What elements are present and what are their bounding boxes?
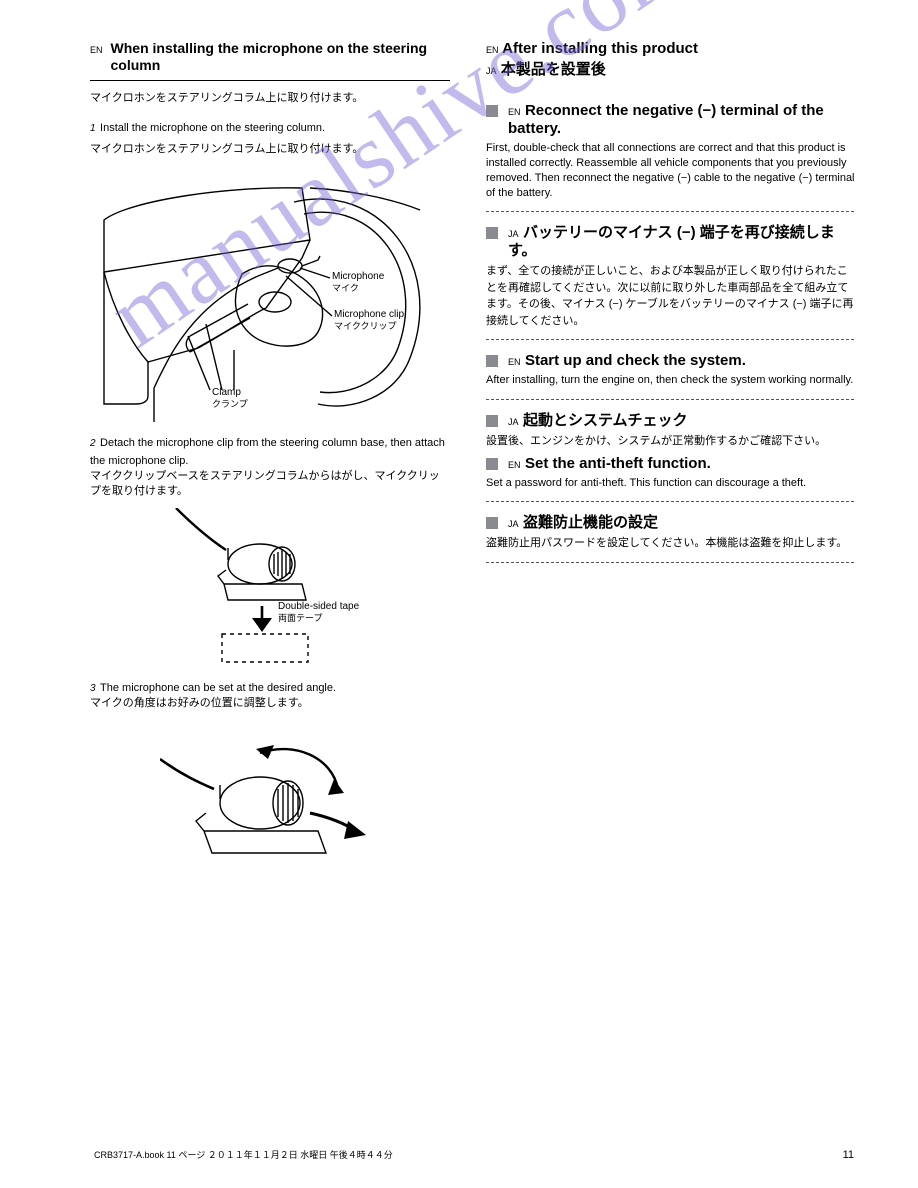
footer-page-number: 11 bbox=[843, 1149, 854, 1162]
footer: CRB3717-A.book 11 ページ ２０１１年１１月２日 水曜日 午後４… bbox=[0, 1149, 918, 1162]
intro-text-en: After installing this product bbox=[502, 40, 698, 57]
page: EN When installing the microphone on the… bbox=[0, 0, 918, 939]
right-column: EN After installing this product JA 本製品を… bbox=[486, 40, 858, 899]
left-heading: EN When installing the microphone on the… bbox=[90, 40, 450, 74]
bullet-5: EN Set the anti-theft function. bbox=[486, 455, 858, 473]
fig2-tape-label: Double-sided tape 両面テープ bbox=[278, 602, 359, 625]
bullet-2: JA バッテリーのマイナス (−) 端子を再び接続します。 bbox=[486, 224, 858, 260]
right-intro: EN After installing this product JA 本製品を… bbox=[486, 40, 858, 80]
figure-mic-clip: Double-sided tape 両面テープ bbox=[170, 508, 370, 678]
dashed-sep bbox=[486, 399, 854, 400]
dashed-sep bbox=[486, 562, 854, 563]
square-icon bbox=[486, 517, 498, 529]
square-icon bbox=[486, 227, 498, 239]
bullet-2-body: まず、全ての接続が正しいこと、および本製品が正しく取り付けられたことを再確認して… bbox=[486, 263, 858, 329]
intro-text-native: 本製品を設置後 bbox=[501, 61, 606, 78]
footer-left: CRB3717-A.book 11 ページ ２０１１年１１月２日 水曜日 午後４… bbox=[94, 1149, 393, 1162]
fig1-mic-label: Microphone マイク bbox=[332, 272, 384, 295]
label-native: マイク bbox=[332, 283, 359, 293]
label-en: Microphone clip bbox=[334, 309, 404, 320]
fig1-drawing bbox=[90, 164, 450, 429]
label-native: 両面テープ bbox=[278, 613, 322, 623]
bullet-title: バッテリーのマイナス (−) 端子を再び接続します。 bbox=[508, 224, 835, 259]
label-native: クランプ bbox=[212, 399, 248, 409]
label-native: マイククリップ bbox=[334, 321, 396, 331]
bullet-5-body: Set a password for anti-theft. This func… bbox=[486, 476, 858, 491]
dashed-sep bbox=[486, 211, 854, 212]
tag: JA bbox=[508, 519, 519, 529]
bullet-title: 起動とシステムチェック bbox=[523, 412, 688, 429]
intro-tag-native: JA bbox=[486, 66, 497, 76]
bullet-6-body: 盗難防止用パスワードを設定してください。本機能は盗難を抑止します。 bbox=[486, 535, 858, 552]
square-icon bbox=[486, 415, 498, 427]
bullet-title: 盗難防止機能の設定 bbox=[523, 514, 658, 531]
heading-tag: EN bbox=[90, 45, 103, 55]
intro-tag-en: EN bbox=[486, 45, 499, 55]
left-column: EN When installing the microphone on the… bbox=[90, 40, 450, 899]
title-rule bbox=[90, 80, 450, 81]
step-num: 3 bbox=[90, 683, 96, 694]
bullet-title: Set the anti-theft function. bbox=[525, 455, 711, 472]
step-3-text: 3 The microphone can be set at the desir… bbox=[90, 678, 450, 696]
tag: JA bbox=[508, 417, 519, 427]
step-3-native: マイクの角度はお好みの位置に調整します。 bbox=[90, 696, 450, 711]
fig3-drawing bbox=[160, 719, 370, 899]
fig2-drawing bbox=[170, 508, 370, 678]
step-text: Install the microphone on the steering c… bbox=[100, 122, 325, 134]
heading-text: When installing the microphone on the st… bbox=[111, 40, 450, 74]
bullet-1: EN Reconnect the negative (−) terminal o… bbox=[486, 102, 858, 138]
fig1-clip-label: Microphone clip マイククリップ bbox=[334, 310, 404, 333]
step-num: 1 bbox=[90, 123, 96, 134]
figure-mic-angle bbox=[160, 719, 370, 899]
step-1-text: 1 Install the microphone on the steering… bbox=[90, 118, 450, 136]
bullet-title: Reconnect the negative (−) terminal of t… bbox=[508, 102, 824, 137]
square-icon bbox=[486, 105, 498, 117]
bullet-1-body: First, double-check that all connections… bbox=[486, 141, 858, 202]
bullet-4: JA 起動とシステムチェック bbox=[486, 412, 858, 430]
label-en: Clamp bbox=[212, 387, 241, 398]
dashed-sep bbox=[486, 339, 854, 340]
bullet-3: EN Start up and check the system. bbox=[486, 352, 858, 370]
step-2-native: マイククリップベースをステアリングコラムからはがし、マイククリップを取り付けます… bbox=[90, 469, 450, 500]
label-en: Microphone bbox=[332, 271, 384, 282]
bullet-title: Start up and check the system. bbox=[525, 352, 746, 369]
tag: EN bbox=[508, 460, 521, 470]
figure-steering-column: Microphone マイク Microphone clip マイククリップ C… bbox=[90, 164, 450, 429]
square-icon bbox=[486, 458, 498, 470]
step-text: The microphone can be set at the desired… bbox=[100, 682, 336, 694]
tag: JA bbox=[508, 229, 519, 239]
fig1-clamp-label: Clamp クランプ bbox=[212, 388, 248, 411]
bullet-6: JA 盗難防止機能の設定 bbox=[486, 514, 858, 532]
tag: EN bbox=[508, 107, 521, 117]
bullet-4-body: 設置後、エンジンをかけ、システムが正常動作するかご確認下さい。 bbox=[486, 433, 858, 450]
step-num: 2 bbox=[90, 438, 96, 449]
square-icon bbox=[486, 355, 498, 367]
step-1-native: マイクロホンをステアリングコラム上に取り付けます。 bbox=[90, 142, 450, 157]
step-2-text: 2 Detach the microphone clip from the st… bbox=[90, 433, 450, 469]
dashed-sep bbox=[486, 501, 854, 502]
tag: EN bbox=[508, 357, 521, 367]
label-en: Double-sided tape bbox=[278, 601, 359, 612]
bullet-3-body: After installing, turn the engine on, th… bbox=[486, 373, 858, 388]
heading-native: マイクロホンをステアリングコラム上に取り付けます。 bbox=[90, 91, 450, 106]
step-text: Detach the microphone clip from the stee… bbox=[90, 437, 445, 467]
